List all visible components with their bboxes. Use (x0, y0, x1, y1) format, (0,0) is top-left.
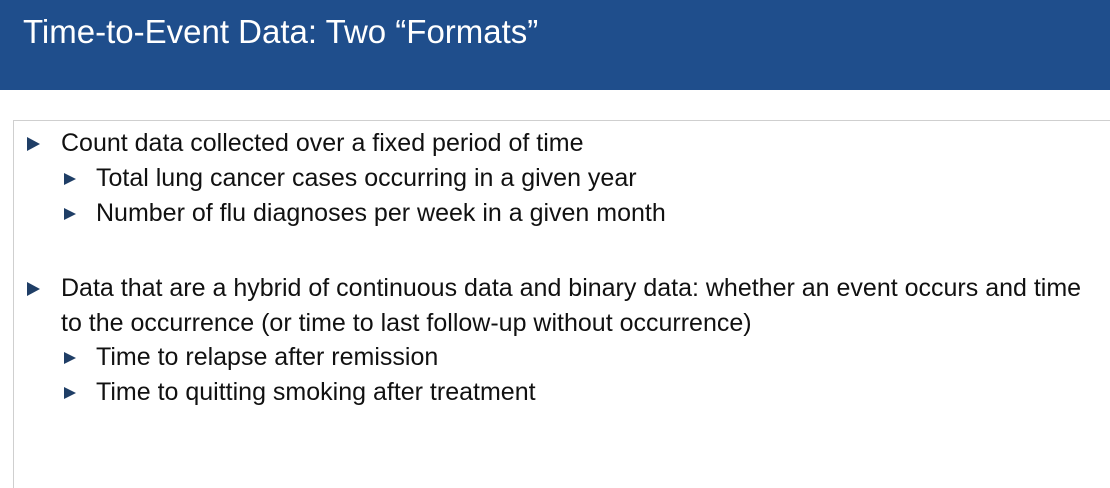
bullet-1-sub-1-text: Total lung cancer cases occurring in a g… (96, 164, 637, 192)
sub-bullet-arrow-icon (64, 352, 76, 364)
bullet-1-text: Count data collected over a fixed period… (61, 129, 584, 157)
sub-bullet-arrow-icon (64, 387, 76, 399)
bullet-2-sub-2-text: Time to quitting smoking after treatment (96, 378, 536, 406)
bullet-2-sub-1-text: Time to relapse after remission (96, 343, 439, 371)
slide-title: Time-to-Event Data: Two “Formats” (23, 13, 539, 50)
sub-bullet-arrow-icon (64, 173, 76, 185)
sub-bullet-arrow-icon (64, 208, 76, 220)
bullet-arrow-icon (27, 282, 40, 296)
bullet-2-text: Data that are a hybrid of continuous dat… (61, 274, 1082, 337)
content-area (13, 120, 1110, 488)
bullet-1-sub-2-text: Number of flu diagnoses per week in a gi… (96, 199, 666, 227)
title-bar: Time-to-Event Data: Two “Formats” (0, 0, 1110, 90)
bullet-arrow-icon (27, 137, 40, 151)
